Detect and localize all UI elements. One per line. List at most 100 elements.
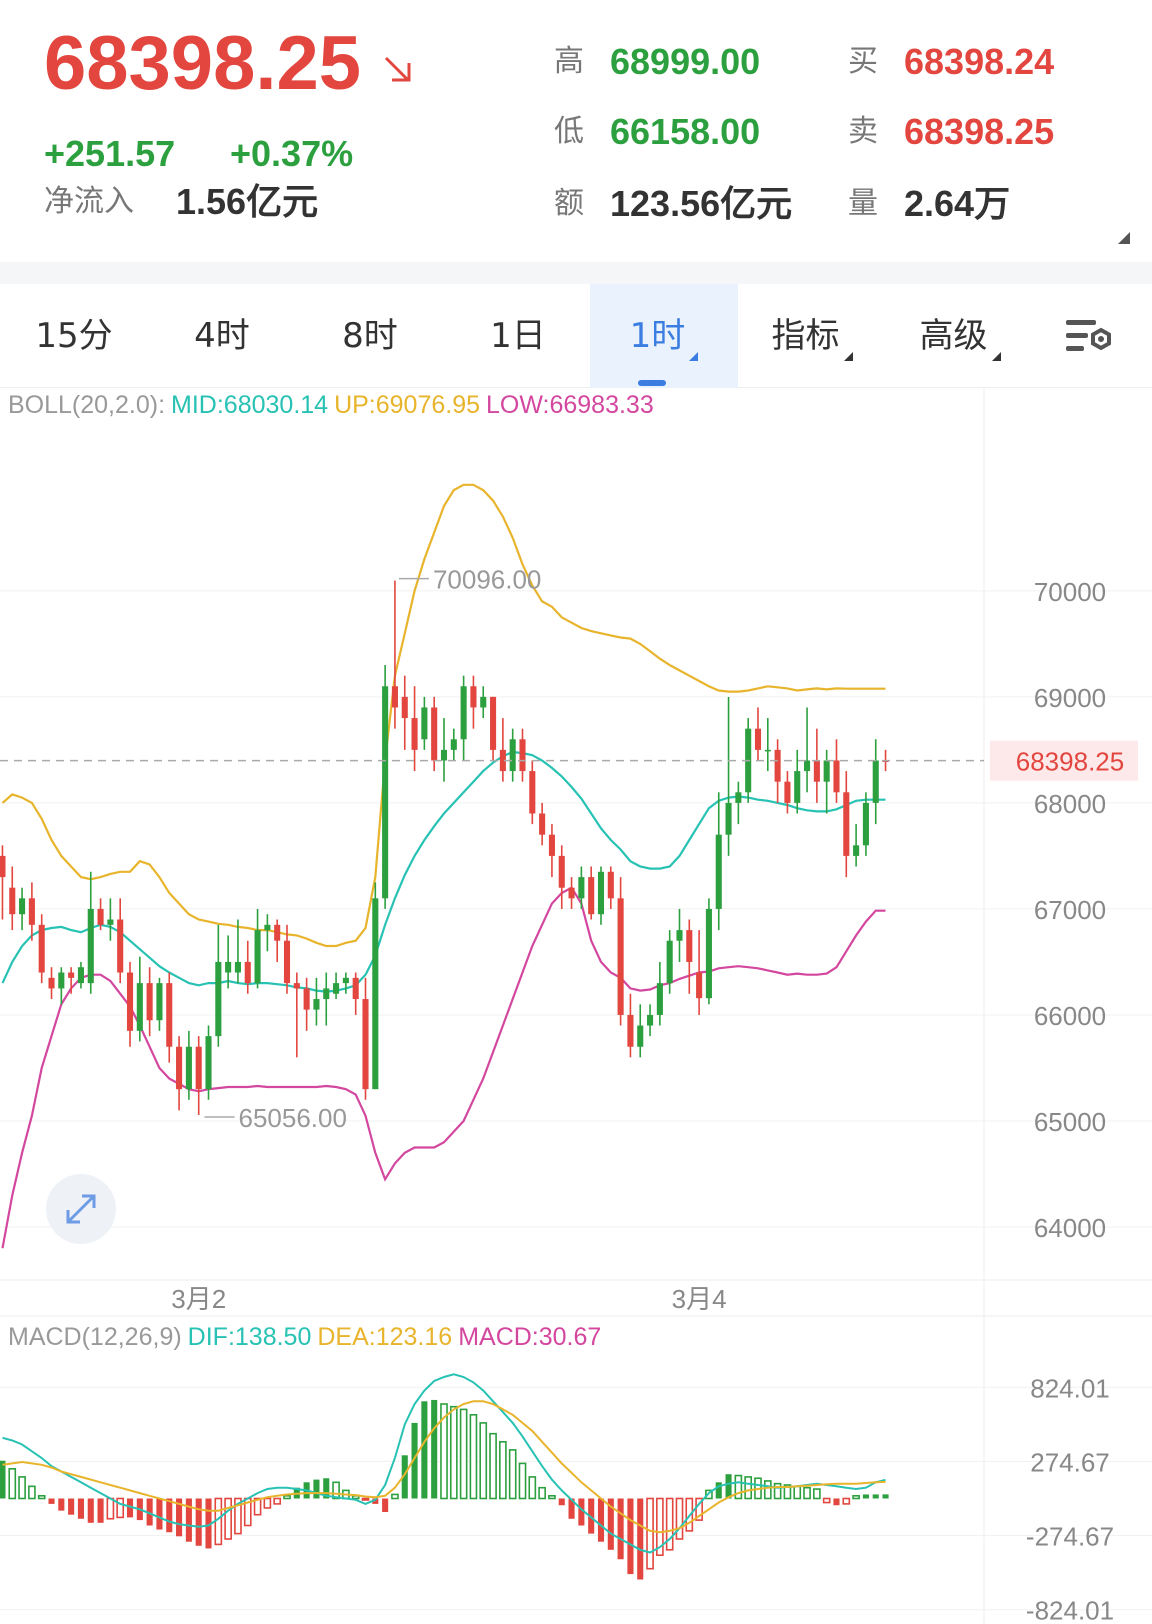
macd-bar (508, 1449, 517, 1500)
candle-body (146, 983, 153, 1021)
candle-body (38, 924, 45, 973)
candle-body (529, 771, 536, 814)
tab-8h[interactable]: 8时 (296, 284, 444, 388)
chart-settings-icon[interactable] (1064, 316, 1114, 360)
tab-4h[interactable]: 4时 (148, 284, 296, 388)
candle-body (696, 972, 703, 999)
macd-dea-line (2, 1400, 886, 1534)
macd-bar (37, 1495, 46, 1500)
tab-1d[interactable]: 1日 (444, 284, 592, 388)
macd-bar (558, 1498, 565, 1506)
candle-body (48, 977, 55, 989)
y-tick-label: -824.01 (1026, 1596, 1114, 1624)
macd-bar (156, 1498, 163, 1530)
high-annotation-label: 70096.00 (433, 565, 541, 595)
macd-legend: MACD(12,26,9) DIF:138.50 DEA:123.16 MACD:30… (8, 1320, 607, 1354)
expand-icon (66, 1194, 96, 1224)
macd-bar (8, 1468, 17, 1500)
boll-up: UP:69076.95 (334, 391, 481, 419)
candle-body (705, 908, 712, 999)
candle-body (666, 940, 673, 984)
macd-dif: DIF:138.50 (187, 1323, 312, 1351)
period-tabs: 15分 4时 8时 1日 1时 指标 高级 (0, 284, 1152, 388)
macd-bar (793, 1485, 802, 1500)
candle-body (254, 930, 261, 984)
macd-bar (499, 1441, 507, 1500)
macd-bar (773, 1482, 782, 1500)
candle-body (627, 1014, 634, 1047)
net-inflow-label: 净流入 (44, 184, 134, 219)
boll-mid-line (1, 750, 886, 993)
macd-bar (48, 1498, 55, 1504)
macd-bar (675, 1497, 684, 1540)
macd-bar (882, 1494, 889, 1499)
candle-body (499, 749, 506, 772)
macd-bar (28, 1485, 36, 1500)
high-label: 高 (554, 44, 584, 79)
candle-body (794, 771, 801, 803)
candle-body (754, 728, 762, 750)
tab-1h[interactable]: 1时 (590, 284, 738, 388)
price-change: +251.57 (44, 133, 176, 174)
candle-body (382, 686, 389, 899)
tab-label: 指标 (771, 316, 840, 356)
candle-body (735, 792, 742, 803)
candle-body (588, 877, 595, 915)
candle-body (853, 845, 860, 856)
amount-label: 额 (554, 186, 584, 221)
macd-bar (803, 1486, 811, 1500)
boll-legend: BOLL(20,2.0): MID:68030.14 UP:69076.95 LOW:… (8, 388, 660, 422)
candle-body (597, 871, 605, 915)
macd-bar (607, 1498, 614, 1550)
macd-bar (617, 1498, 624, 1560)
candle-body (764, 749, 771, 752)
candle-body (58, 972, 65, 989)
macd-bar (382, 1498, 389, 1512)
fullscreen-button[interactable] (46, 1174, 116, 1244)
macd-bar (637, 1498, 644, 1580)
tab-advanced[interactable]: 高级 (886, 284, 1034, 388)
candle-body (323, 988, 330, 1000)
expand-quote-icon[interactable] (1118, 232, 1130, 244)
y-tick-label: 68000 (1034, 789, 1106, 819)
candle-body (136, 983, 143, 1031)
macd-bar (58, 1498, 65, 1511)
macd-bar (185, 1498, 192, 1542)
candle-body (28, 898, 35, 925)
tab-indicators[interactable]: 指标 (738, 284, 886, 388)
candle-body (715, 834, 722, 909)
tab-15min[interactable]: 15分 (0, 284, 148, 388)
macd-bar (411, 1422, 418, 1499)
candle-body (87, 908, 94, 984)
tab-label: 高级 (919, 316, 988, 356)
candle-body (97, 908, 104, 925)
macd-bar (77, 1498, 84, 1519)
candle-body (401, 696, 408, 719)
candle-body (342, 977, 349, 984)
candle-body (362, 999, 369, 1090)
candle-body (303, 988, 310, 1010)
candle-body (391, 686, 398, 708)
candle-body (656, 983, 663, 1015)
macd-bar (116, 1497, 125, 1519)
macd-bar (449, 1405, 458, 1500)
low-label: 低 (554, 114, 584, 149)
macd-bar (833, 1498, 840, 1506)
candle-body (784, 781, 791, 803)
macd-bar (715, 1482, 722, 1499)
macd-bar (372, 1498, 379, 1504)
price-chart[interactable]: 64000 65000 66000 67000 68000 69000 70000 3月2 3月… (0, 388, 1152, 1624)
candle-body (372, 898, 379, 1090)
macd-bar (518, 1462, 527, 1500)
macd-bar (126, 1498, 134, 1518)
macd-bar (431, 1399, 438, 1499)
macd-bar (106, 1497, 115, 1520)
volume-value: 2.64万 (904, 183, 1011, 224)
candle-body (166, 983, 173, 1047)
candle-body (804, 760, 811, 772)
bid-value: 68398.24 (904, 41, 1055, 82)
macd-bar (763, 1480, 772, 1500)
macd-bar (588, 1498, 595, 1534)
macd-bar (852, 1495, 860, 1500)
macd-bar (176, 1498, 183, 1537)
